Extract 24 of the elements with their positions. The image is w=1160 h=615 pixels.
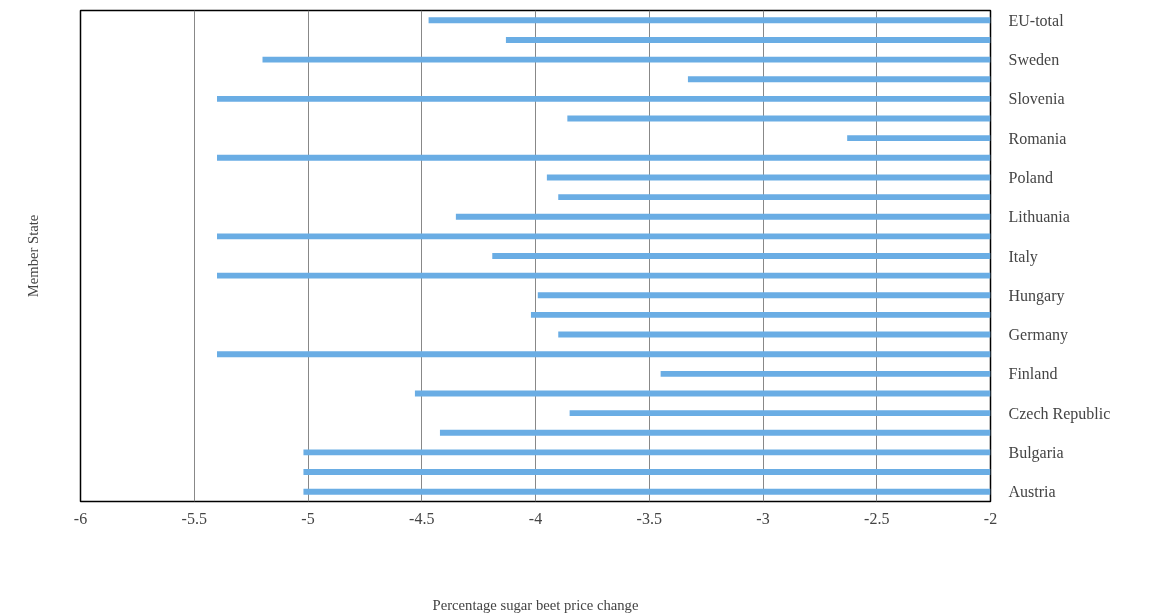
y-tick-label: Poland bbox=[1008, 168, 1053, 186]
x-axis-title: Percentage sugar beet price change bbox=[432, 596, 639, 613]
x-tick-label: -5.5 bbox=[181, 509, 207, 527]
y-tick-label: Italy bbox=[1008, 247, 1038, 266]
y-tick-label: Romania bbox=[1008, 129, 1067, 147]
x-tick-label: -4.5 bbox=[409, 509, 435, 527]
y-tick-label: Sweden bbox=[1008, 51, 1060, 69]
x-tick-label: -3 bbox=[756, 509, 770, 527]
y-axis-title: Member State bbox=[24, 214, 41, 298]
x-tick-label: -3.5 bbox=[636, 509, 662, 527]
x-tick-label: -2 bbox=[983, 509, 998, 527]
y-tick-label: Czech Republic bbox=[1008, 404, 1111, 423]
y-tick-label: Lithuania bbox=[1008, 208, 1070, 226]
y-tick-label: Slovenia bbox=[1008, 90, 1065, 108]
x-tick-label: -2.5 bbox=[864, 509, 890, 527]
y-tick-label: Germany bbox=[1008, 326, 1069, 345]
x-tick-label: -6 bbox=[73, 509, 88, 527]
y-tick-label: Finland bbox=[1008, 365, 1058, 383]
y-tick-label: Bulgaria bbox=[1008, 443, 1064, 462]
y-tick-label: Austria bbox=[1008, 483, 1056, 501]
y-tick-label: EU-total bbox=[1008, 11, 1065, 29]
y-tick-label: Hungary bbox=[1008, 286, 1065, 305]
x-tick-label: -4 bbox=[528, 509, 543, 527]
x-tick-label: -5 bbox=[301, 509, 315, 527]
